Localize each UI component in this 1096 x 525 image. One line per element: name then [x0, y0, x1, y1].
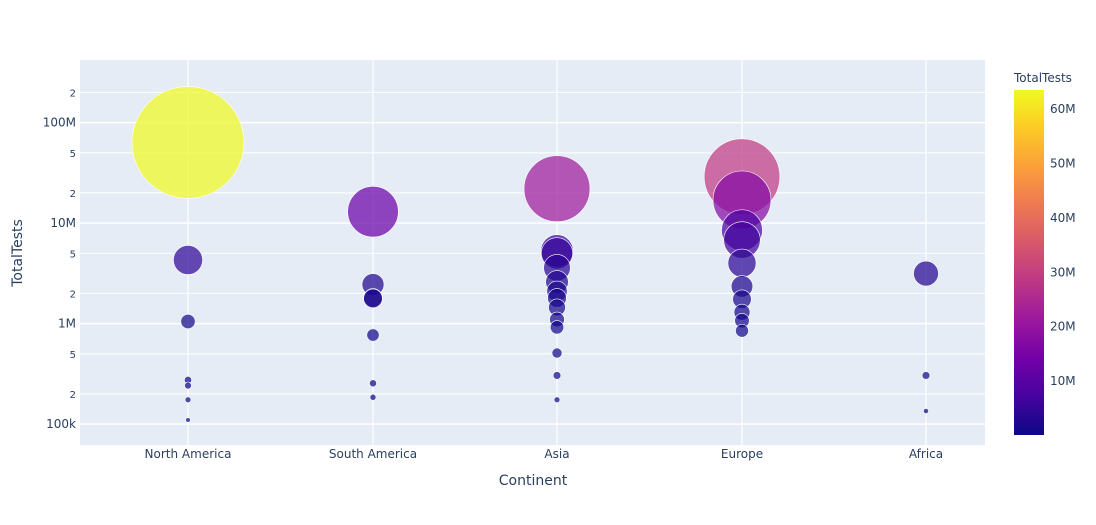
colorbar-ticks: 10M 20M 30M 40M 50M 60M: [1050, 102, 1076, 388]
bubble-point[interactable]: [185, 417, 191, 423]
bubble-point[interactable]: [173, 245, 203, 275]
bubble-point[interactable]: [363, 288, 383, 309]
colorbar-tick-label: 10M: [1050, 374, 1076, 388]
y-axis-title: TotalTests: [10, 219, 26, 288]
bubble-point[interactable]: [369, 379, 377, 388]
colorbar-tick-label: 50M: [1050, 156, 1076, 170]
bubble-point[interactable]: [523, 155, 591, 222]
bubble-point[interactable]: [369, 393, 377, 401]
y-tick-label: 100k: [46, 417, 76, 431]
bubble-point[interactable]: [549, 320, 565, 335]
x-tick-label: Africa: [909, 447, 943, 461]
y-minor-tick-label: 5: [70, 249, 76, 260]
bubble-point[interactable]: [551, 347, 563, 359]
y-tick-label: 1M: [58, 317, 76, 331]
y-minor-tick-label: 2: [70, 289, 76, 300]
y-axis-ticks: 2 5 2 5 2 5 2 100k 1M 10M 100M: [43, 88, 76, 431]
bubble-layer: [131, 86, 939, 423]
bubble-point[interactable]: [727, 248, 757, 278]
x-axis-ticks: North America South America Asia Europe Afri…: [145, 447, 944, 461]
y-minor-tick-label: 2: [70, 88, 76, 99]
colorbar: TotalTests 10M 20M 30M 40M 50M 60M: [1013, 71, 1076, 435]
y-minor-tick-label: 2: [70, 390, 76, 401]
bubble-point[interactable]: [923, 408, 929, 414]
bubble-point[interactable]: [184, 381, 192, 390]
bubble-point[interactable]: [131, 86, 245, 199]
bubble-point[interactable]: [347, 186, 399, 238]
colorbar-tick-label: 20M: [1050, 320, 1076, 334]
colorbar-tick-label: 30M: [1050, 265, 1076, 279]
bubble-point[interactable]: [921, 371, 931, 380]
x-tick-label: South America: [329, 447, 417, 461]
y-tick-label: 100M: [43, 116, 76, 130]
x-tick-label: Europe: [721, 447, 763, 461]
y-minor-tick-label: 5: [70, 350, 76, 361]
bubble-point[interactable]: [552, 371, 562, 380]
colorbar-title: TotalTests: [1013, 71, 1072, 85]
x-tick-label: North America: [145, 447, 232, 461]
bubble-point[interactable]: [180, 314, 196, 330]
y-tick-label: 10M: [50, 216, 76, 230]
colorbar-tick-label: 40M: [1050, 211, 1076, 225]
colorbar-tick-label: 60M: [1050, 102, 1076, 116]
bubble-point[interactable]: [184, 396, 192, 403]
colorbar-gradient: [1014, 90, 1044, 435]
bubble-point[interactable]: [553, 396, 561, 403]
bubble-point[interactable]: [366, 328, 380, 342]
bubble-point[interactable]: [735, 323, 749, 338]
y-minor-tick-label: 5: [70, 149, 76, 160]
x-tick-label: Asia: [544, 447, 569, 461]
bubble-point[interactable]: [913, 260, 939, 287]
x-axis-title: Continent: [499, 473, 568, 489]
y-minor-tick-label: 2: [70, 189, 76, 200]
